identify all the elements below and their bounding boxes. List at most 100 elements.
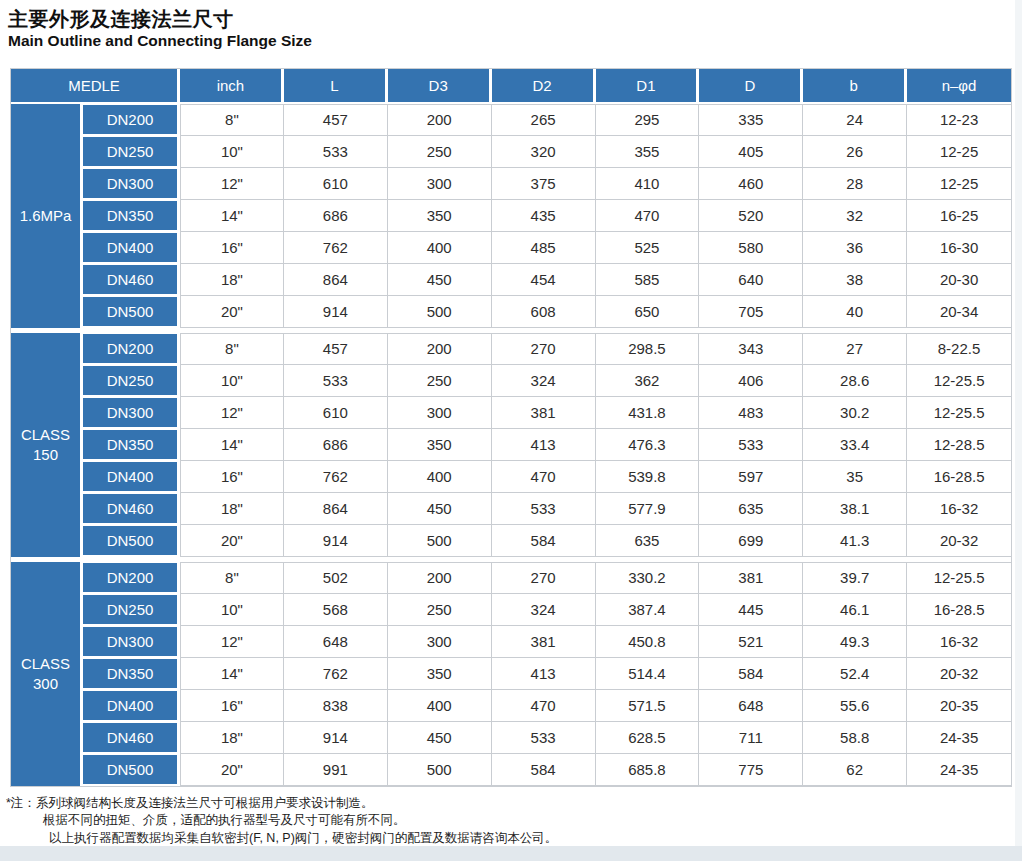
table-cell: 324 [492,365,596,397]
group-block-class-300: CLASS 300DN2008"502200270330.238139.712-… [11,562,1011,786]
table-cell: 270 [492,333,596,365]
table-cell: 500 [388,525,492,557]
table-cell: 445 [699,594,803,626]
table-cell: 24 [803,104,907,136]
table-cell: 10" [180,136,284,168]
table-cell: 36 [803,232,907,264]
flange-size-table: MEDLE inch L D3 D2 D1 D b n–φd 1.6MPaDN2… [10,68,1012,787]
table-cell: 608 [492,296,596,328]
header-cell-b: b [803,69,904,102]
table-cell: 580 [699,232,803,264]
dn-label: DN500 [83,755,177,784]
table-cell: 18" [180,493,284,525]
header-cell-d3: D3 [388,69,489,102]
page-title-en: Main Outline and Connecting Flange Size [8,32,1022,51]
table-cell: 58.8 [803,722,907,754]
table-cell: 502 [284,562,388,594]
table-cell: 12-25.5 [907,397,1011,429]
table-cell: 350 [388,658,492,690]
dn-label: DN350 [83,659,177,688]
table-cell: 320 [492,136,596,168]
header-cell-medle: MEDLE [11,69,177,102]
table-cell: 864 [284,264,388,296]
table-cell: 270 [492,562,596,594]
table-cell: 12-25 [907,136,1011,168]
table-cell: 298.5 [596,333,700,365]
table-cell: 18" [180,722,284,754]
table-cell: 40 [803,296,907,328]
table-cell: 24-35 [907,722,1011,754]
table-cell: 49.3 [803,626,907,658]
table-cell: 20-32 [907,525,1011,557]
table-cell: 650 [596,296,700,328]
table-cell: 55.6 [803,690,907,722]
table-cell: 14" [180,200,284,232]
table-cell: 914 [284,296,388,328]
table-cell: 12-23 [907,104,1011,136]
dn-label: DN300 [83,169,177,198]
table-cell: 27 [803,333,907,365]
table-cell: 635 [596,525,700,557]
table-cell: 10" [180,365,284,397]
page-edge-bottom [0,846,1022,861]
table-cell: 568 [284,594,388,626]
dn-label: DN300 [83,627,177,656]
table-cell: 300 [388,626,492,658]
table-cell: 406 [699,365,803,397]
dn-label: DN350 [83,430,177,459]
dn-label: DN200 [83,105,177,134]
table-cell: 584 [492,525,596,557]
dn-label: DN460 [83,265,177,294]
table-cell: 914 [284,722,388,754]
table-cell: 16-28.5 [907,461,1011,493]
table-cell: 413 [492,429,596,461]
table-cell: 38.1 [803,493,907,525]
table-cell: 20" [180,754,284,786]
table-cell: 39.7 [803,562,907,594]
table-blocks: 1.6MPaDN2008"4572002652953352412-23DN250… [11,104,1011,786]
footnote-text: 系列球阀结构长度及连接法兰尺寸可根据用户要求设计制造。 [36,796,374,810]
table-cell: 12-25.5 [907,365,1011,397]
table-cell: 470 [492,690,596,722]
table-cell: 381 [492,397,596,429]
footnotes: *注：系列球阀结构长度及连接法兰尺寸可根据用户要求设计制造。 根据不同的扭矩、介… [6,795,1022,848]
table-cell: 571.5 [596,690,700,722]
table-cell: 699 [699,525,803,557]
table-cell: 300 [388,397,492,429]
group-label: CLASS 150 [11,333,80,557]
table-cell: 30.2 [803,397,907,429]
table-cell: 10" [180,594,284,626]
dn-label: DN500 [83,297,177,326]
table-cell: 381 [492,626,596,658]
table-cell: 533 [699,429,803,461]
table-cell: 577.9 [596,493,700,525]
table-cell: 685.8 [596,754,700,786]
table-cell: 762 [284,461,388,493]
table-cell: 454 [492,264,596,296]
table-cell: 470 [596,200,700,232]
table-cell: 16" [180,461,284,493]
table-cell: 20-34 [907,296,1011,328]
table-cell: 16" [180,690,284,722]
table-cell: 335 [699,104,803,136]
table-cell: 250 [388,136,492,168]
table-cell: 610 [284,397,388,429]
table-cell: 533 [284,365,388,397]
table-cell: 470 [492,461,596,493]
table-cell: 413 [492,658,596,690]
table-cell: 355 [596,136,700,168]
table-cell: 8" [180,562,284,594]
table-cell: 400 [388,461,492,493]
table-cell: 533 [284,136,388,168]
table-cell: 585 [596,264,700,296]
table-cell: 775 [699,754,803,786]
table-cell: 20" [180,296,284,328]
dn-label: DN400 [83,233,177,262]
table-cell: 864 [284,493,388,525]
table-cell: 405 [699,136,803,168]
table-cell: 457 [284,333,388,365]
table-cell: 52.4 [803,658,907,690]
table-cell: 610 [284,168,388,200]
table-cell: 28 [803,168,907,200]
table-cell: 200 [388,333,492,365]
